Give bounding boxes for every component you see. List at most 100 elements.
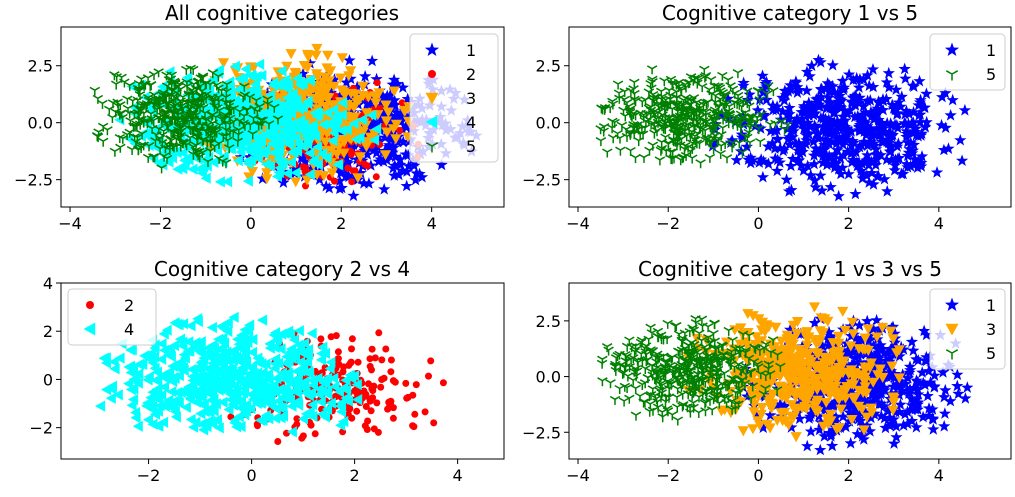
scatter-point-series-1 <box>726 134 739 146</box>
scatter-point-series-1 <box>899 377 912 390</box>
scatter-point-series-5 <box>763 81 774 91</box>
scatter-point-series-1 <box>895 167 908 180</box>
scatter-point-series-1 <box>918 324 931 337</box>
scatter-point-series-4 <box>299 376 310 388</box>
scatter-point-series-5 <box>263 120 275 130</box>
scatter-point-series-1 <box>854 348 867 360</box>
scatter-point-series-1 <box>920 87 933 100</box>
scatter-point-series-2 <box>430 419 438 427</box>
scatter-point-series-5 <box>177 104 189 114</box>
legend-label: 4 <box>124 320 134 339</box>
scatter-point-series-2 <box>368 345 376 353</box>
scatter-point-series-4 <box>226 363 237 375</box>
scatter-point-series-1 <box>781 108 794 121</box>
scatter-point-series-5 <box>612 80 624 90</box>
scatter-point-series-3 <box>321 125 333 136</box>
scatter-point-series-1 <box>876 133 889 145</box>
scatter-point-series-3 <box>331 149 343 160</box>
scatter-point-series-1 <box>879 125 892 138</box>
scatter-point-series-1 <box>836 110 850 122</box>
scatter-point-series-4 <box>253 356 264 368</box>
scatter-point-series-1 <box>884 370 897 383</box>
scatter-point-series-3 <box>797 390 809 401</box>
y-tick-label: 2 <box>43 322 53 341</box>
legend-marker-series-5 <box>945 70 959 81</box>
scatter-point-series-5 <box>172 115 183 125</box>
scatter-point-series-5 <box>153 68 164 78</box>
scatter-point-series-1 <box>374 153 387 165</box>
axis-ticks: −4 −2 0 2 4−2.50.02.5 <box>14 57 437 233</box>
scatter-point-series-1 <box>820 135 833 147</box>
scatter-point-series-5 <box>713 82 724 92</box>
legend: 15 <box>929 33 1006 91</box>
scatter-point-series-4 <box>169 405 180 418</box>
scatter-point-series-1 <box>826 79 839 92</box>
scatter-point-series-4 <box>237 330 248 342</box>
scatter-point-series-1 <box>808 316 821 329</box>
scatter-point-series-5 <box>117 113 128 123</box>
scatter-point-series-3 <box>775 336 787 347</box>
scatter-point-series-2 <box>311 430 319 438</box>
scatter-point-series-1 <box>333 174 346 187</box>
scatter-point-series-3 <box>867 377 879 388</box>
scatter-point-series-4 <box>270 372 281 384</box>
scatter-point-series-3 <box>820 397 832 408</box>
scatter-point-series-3 <box>326 168 338 179</box>
scatter-point-series-3 <box>756 317 769 328</box>
scatter-point-series-3 <box>817 374 829 385</box>
scatter-point-series-4 <box>316 408 327 420</box>
scatter-point-series-4 <box>304 147 315 159</box>
scatter-point-series-1 <box>895 90 908 103</box>
scatter-point-series-5 <box>743 128 754 138</box>
scatter-point-series-1 <box>774 113 787 125</box>
axes-frame <box>568 26 1012 208</box>
scatter-point-series-2 <box>391 378 399 386</box>
scatter-point-series-5 <box>743 112 755 122</box>
scatter-point-series-5 <box>114 133 126 143</box>
scatter-point-series-1 <box>936 90 949 103</box>
scatter-point-series-4 <box>283 325 294 337</box>
scatter-point-series-1 <box>770 103 783 116</box>
scatter-point-series-1 <box>912 99 925 111</box>
scatter-point-series-1 <box>856 123 870 135</box>
scatter-point-series-1 <box>876 342 889 355</box>
scatter-point-series-1 <box>874 148 887 161</box>
scatter-point-series-4 <box>300 387 311 399</box>
scatter-point-series-4 <box>228 311 239 323</box>
scatter-point-series-4 <box>235 420 246 433</box>
x-tick-label: 0 <box>753 214 763 233</box>
scatter-point-series-1 <box>401 92 414 105</box>
scatter-point-series-1 <box>871 346 885 358</box>
scatter-point-series-1 <box>946 93 959 106</box>
scatter-point-series-4 <box>128 383 139 395</box>
scatter-point-series-4 <box>240 63 251 75</box>
scatter-point-series-5 <box>177 139 189 149</box>
scatter-point-series-1 <box>805 59 818 72</box>
scatter-point-series-1 <box>867 178 880 190</box>
scatter-point-series-1 <box>849 351 862 363</box>
scatter-point-series-1 <box>295 151 308 164</box>
scatter-point-series-5 <box>715 149 726 159</box>
scatter-point-series-5 <box>609 118 620 128</box>
scatter-point-series-3 <box>302 52 314 63</box>
scatter-point-series-4 <box>261 158 272 170</box>
scatter-point-series-3 <box>785 411 797 422</box>
scatter-point-series-1 <box>743 88 756 100</box>
scatter-point-series-1 <box>872 355 885 368</box>
scatter-point-series-1 <box>832 189 845 202</box>
scatter-point-series-1 <box>786 130 799 143</box>
scatter-point-series-4 <box>329 380 340 393</box>
scatter-point-series-5 <box>657 111 668 121</box>
scatter-point-series-1 <box>872 169 885 182</box>
scatter-point-series-4 <box>128 373 139 385</box>
scatter-point-series-3 <box>781 334 793 345</box>
scatter-point-series-1 <box>334 88 347 101</box>
scatter-point-series-1 <box>837 410 850 422</box>
scatter-point-series-4 <box>222 316 233 329</box>
scatter-point-series-1 <box>774 141 787 154</box>
scatter-point-series-5 <box>129 133 140 143</box>
scatter-point-series-4 <box>223 403 234 416</box>
scatter-point-series-1 <box>911 155 925 167</box>
scatter-point-series-1 <box>827 153 840 165</box>
